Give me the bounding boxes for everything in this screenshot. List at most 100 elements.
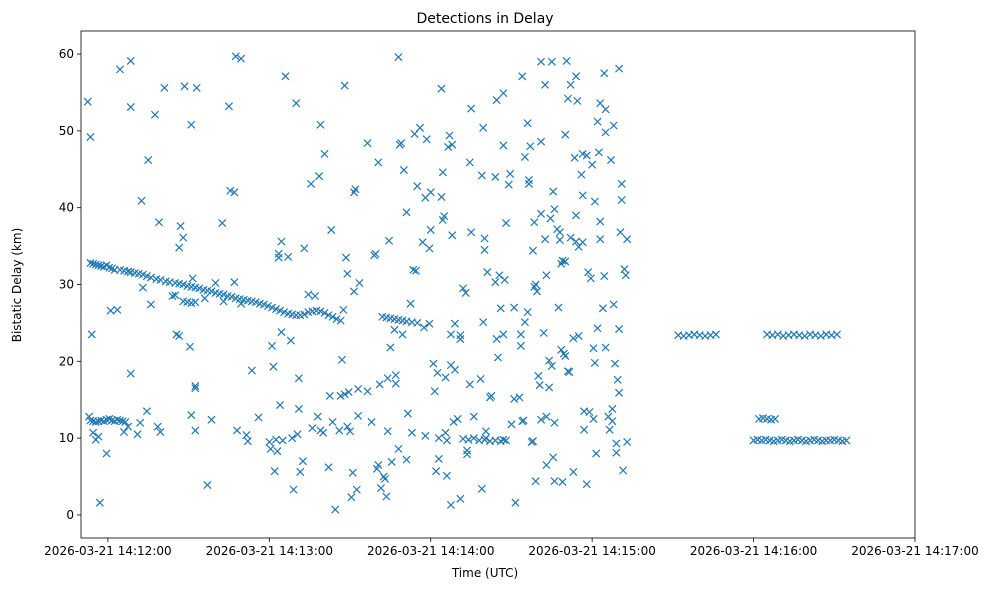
data-point [394,53,403,62]
data-point [590,197,599,206]
data-point [463,450,472,459]
data-point [402,455,411,464]
data-point [537,57,546,66]
data-point [608,404,617,413]
data-point [336,316,345,325]
data-point [394,444,403,453]
data-point [137,196,146,205]
data-point [448,231,457,240]
data-point [565,368,574,377]
data-point [354,411,363,420]
data-point [547,57,556,66]
data-point [89,259,98,268]
data-point [266,444,275,453]
data-point [298,457,307,466]
data-point [265,437,274,447]
data-point [126,56,135,65]
data-point [85,412,94,421]
data-point [832,330,842,339]
data-point [561,130,570,139]
data-point [281,72,290,81]
data-point [426,188,435,197]
data-point [510,303,519,312]
data-point [523,308,532,317]
data-point [277,237,286,246]
data-point [233,426,242,435]
data-point [467,104,476,113]
data-point [477,484,486,493]
data-point [156,427,165,437]
y-tick-label: 50 [59,124,74,138]
data-point [506,169,515,178]
x-tick-label: 2026-03-21 14:15:00 [528,544,655,558]
data-point [341,253,351,262]
data-point [520,318,529,327]
data-point [434,454,443,463]
data-point [606,156,616,165]
data-point [559,349,568,358]
data-point [520,152,529,162]
data-point [187,120,196,129]
data-point [113,305,122,314]
data-point [383,374,392,383]
data-point [320,149,329,158]
data-point [531,280,540,289]
data-point [315,172,324,181]
data-point [254,413,263,422]
data-point [335,426,344,435]
data-point [105,263,114,272]
data-point [558,477,567,486]
data-point [429,359,438,368]
data-point [519,416,528,425]
data-point [571,72,581,81]
data-point [438,168,447,177]
data-point [444,142,453,152]
data-point [593,324,602,333]
data-point [561,257,570,266]
data-point [437,192,446,201]
data-point [550,205,559,214]
data-point [120,427,129,437]
data-point [294,404,303,413]
data-point [577,170,586,179]
data-point [403,409,412,418]
data-point [612,448,621,457]
data-point [456,335,465,344]
data-point [459,284,468,293]
data-point [491,172,500,181]
data-point [371,249,380,258]
data-point [351,185,360,194]
data-point [87,330,96,339]
data-point [180,82,189,91]
data-point [418,238,427,247]
data-point [313,412,322,421]
data-point [463,446,472,455]
data-point [185,342,194,351]
data-point [413,318,422,327]
data-point [374,158,383,167]
data-point [126,369,135,378]
data-point [425,244,434,253]
data-point [584,268,593,277]
data-point [304,290,313,299]
data-point [586,274,595,283]
data-point [94,432,103,441]
y-axis-label: Bistatic Delay (km) [10,228,24,343]
data-point [267,341,277,350]
y-tick-label: 0 [66,508,74,522]
data-point [327,225,336,234]
data-point [518,72,527,81]
data-point [590,358,599,367]
data-point [142,407,151,416]
data-point [492,335,501,344]
x-axis-label: Time (UTC) [451,566,518,580]
data-point [578,238,587,247]
data-point [771,414,780,423]
data-point [188,274,197,283]
data-point [311,291,320,301]
data-point [441,428,450,437]
data-point [387,457,396,466]
data-point [442,436,451,445]
data-point [609,300,618,309]
data-point [278,436,287,445]
